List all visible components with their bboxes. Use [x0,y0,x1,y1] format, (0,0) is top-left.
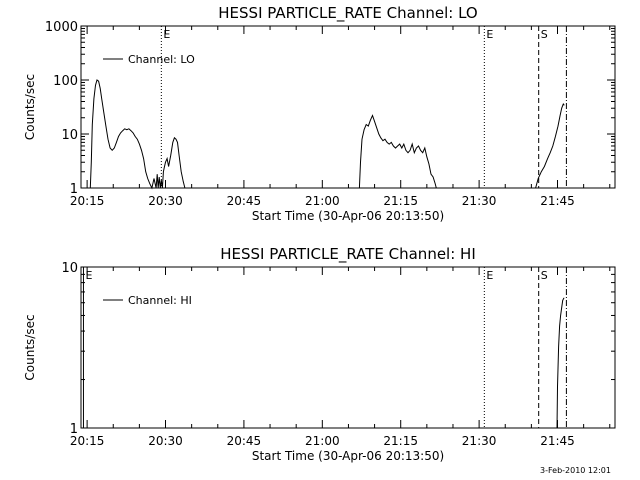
event-marker-label: E [163,28,170,41]
y-tick-label: 10 [61,261,78,276]
y-tick-label: 1000 [45,20,78,35]
event-marker-label: E [85,269,92,282]
plot-timestamp: 3-Feb-2010 12:01 [540,466,611,475]
event-marker-label: E [486,269,493,282]
y-axis-label: Counts/sec [23,314,37,380]
event-marker-label: S [541,269,548,282]
chart-title: HESSI PARTICLE_RATE Channel: HI [220,245,476,264]
series-line-segment [535,102,565,189]
x-tick-label: 21:45 [540,434,575,448]
y-tick-label: 1 [70,422,78,437]
x-axis-label: Start Time (30-Apr-06 20:13:50) [252,209,444,223]
y-tick-label: 10 [61,128,78,143]
x-tick-label: 21:15 [383,434,418,448]
x-tick-label: 21:00 [305,434,340,448]
x-axis-label: Start Time (30-Apr-06 20:13:50) [252,449,444,463]
series-line-segment [89,79,186,190]
y-axis-label: Counts/sec [23,74,37,140]
x-tick-label: 21:00 [305,194,340,208]
x-tick-label: 20:45 [227,434,262,448]
plot-frame [80,266,616,429]
series-line-segment [556,297,565,429]
x-tick-label: 20:45 [227,194,262,208]
legend-label: Channel: HI [128,294,192,307]
series-line-segment [358,114,437,189]
x-tick-label: 21:30 [462,434,497,448]
chart-title: HESSI PARTICLE_RATE Channel: LO [218,4,477,23]
event-marker-label: E [486,28,493,41]
x-tick-label: 20:15 [70,434,105,448]
chart-panel-1: HESSI PARTICLE_RATE Channel: LO Counts/se… [23,4,616,223]
x-tick-label: 21:15 [383,194,418,208]
x-tick-label: 20:15 [70,194,105,208]
x-tick-label: 21:45 [540,194,575,208]
x-tick-label: 20:30 [148,194,183,208]
chart-panel-2: HESSI PARTICLE_RATE Channel: HI Counts/se… [23,245,616,463]
x-tick-label: 21:30 [462,194,497,208]
x-tick-label: 20:30 [148,434,183,448]
y-tick-label: 1 [70,182,78,197]
event-marker-label: S [541,28,548,41]
legend-label: Channel: LO [128,53,195,66]
y-tick-label: 100 [53,74,78,89]
